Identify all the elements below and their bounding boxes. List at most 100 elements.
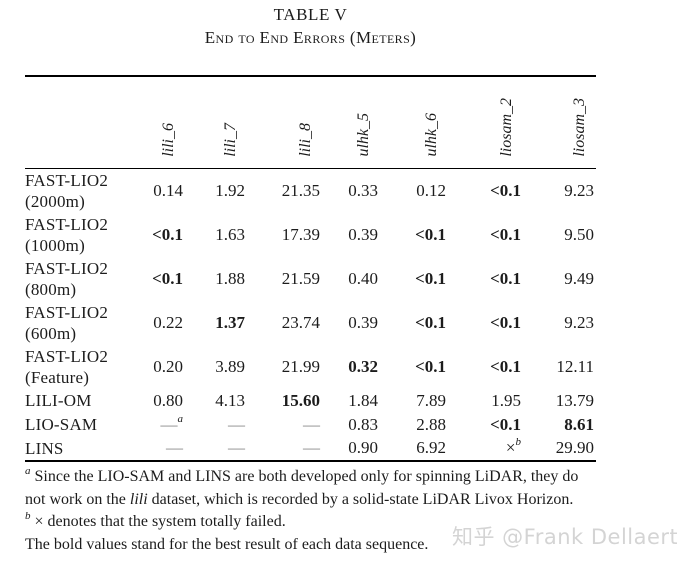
table-row: FAST-LIO2 (600m) 0.22 1.37 23.74 0.39 <0.1 <0.1… <box>25 301 596 345</box>
cell-value: — <box>166 438 183 457</box>
cell-value: 3.89 <box>215 356 245 376</box>
table-cell: 0.33 <box>322 169 380 213</box>
footnote-marker: b <box>25 509 31 522</box>
cell-value: — <box>228 438 245 457</box>
table-cell: 0.32 <box>322 345 380 389</box>
row-label-line: LIO-SAM <box>25 415 98 434</box>
footnote: The bold values stand for the best resul… <box>25 534 665 557</box>
column-header-label: ulhk_5 <box>355 113 372 157</box>
footnote-text: lili <box>129 490 148 508</box>
row-label-line: FAST-LIO2 <box>25 302 109 322</box>
table-row: FAST-LIO2 (2000m) 0.14 1.92 21.35 0.33 0.12 <0.… <box>25 169 596 213</box>
cell-value: 0.40 <box>348 268 378 288</box>
cell-value: 8.61 <box>564 414 594 434</box>
errors-table: lili_6 lili_7 lili_8 ulhk_5 ulhk_6 liosam_2 li… <box>25 75 596 462</box>
cell-value: 29.90 <box>555 438 594 457</box>
table-cell: 13.79 <box>523 389 596 413</box>
table-cell: — <box>185 413 247 437</box>
cell-value: <0.1 <box>490 414 521 434</box>
table-row: FAST-LIO2 (1000m) <0.1 1.63 17.39 0.39 <0.1 <0.… <box>25 213 596 257</box>
footnotes: a Since the LIO-SAM and LINS are both de… <box>25 464 665 557</box>
table-cell: 21.35 <box>247 169 322 213</box>
table-cell: <0.1 <box>448 413 523 437</box>
cell-value: 15.60 <box>281 390 320 410</box>
cell-value: 0.39 <box>348 312 378 332</box>
table-row: LIO-SAM —a — —0.83 2.88 <0.1 8.61 <box>25 413 596 437</box>
cell-value: <0.1 <box>415 312 446 332</box>
column-header: liosam_3 <box>523 76 596 169</box>
column-header-label: lili_7 <box>222 123 239 157</box>
column-header: liosam_2 <box>448 76 523 169</box>
cell-value: 0.32 <box>348 356 378 376</box>
watermark: 知乎 @Frank Dellaert <box>452 525 677 549</box>
cell-value: 1.95 <box>491 390 521 410</box>
footnote-text: Since the LIO-SAM and LINS are both deve… <box>34 468 579 485</box>
cell-value: 0.33 <box>348 180 378 200</box>
row-label-line: LINS <box>25 438 64 458</box>
table-cell: <0.1 <box>448 301 523 345</box>
cell-value: 1.88 <box>215 268 245 288</box>
table-cell: — <box>143 437 185 461</box>
table-cell: 1.95 <box>448 389 523 413</box>
row-label: LIO-SAM <box>25 413 143 437</box>
cell-value: <0.1 <box>490 268 521 288</box>
table-cell: <0.1 <box>448 257 523 301</box>
cell-value: — <box>303 438 320 457</box>
footnote: a Since the LIO-SAM and LINS are both de… <box>25 464 665 511</box>
column-header: lili_8 <box>247 76 322 169</box>
cell-value: — <box>160 414 178 434</box>
table-cell: — <box>247 437 322 461</box>
cell-value: 1.37 <box>215 312 245 332</box>
row-label: FAST-LIO2 (1000m) <box>25 213 143 257</box>
table-cell: <0.1 <box>380 345 448 389</box>
cell-value: 0.90 <box>348 438 378 457</box>
table-cell: <0.1 <box>448 169 523 213</box>
column-header: lili_6 <box>143 76 185 169</box>
header-row: lili_6 lili_7 lili_8 ulhk_5 ulhk_6 liosam_2 li… <box>25 76 596 169</box>
table-cell: 9.23 <box>523 169 596 213</box>
footnote-marker: a <box>25 464 31 477</box>
cell-value: 2.88 <box>416 414 446 434</box>
column-header-label: ulhk_6 <box>423 113 440 157</box>
table-row: LILI-OM 0.80 4.13 15.60 1.84 7.89 1.95 13.79 <box>25 389 596 413</box>
row-label: FAST-LIO2 (600m) <box>25 301 143 345</box>
table-cell: 3.89 <box>185 345 247 389</box>
table-cell: — <box>247 413 322 437</box>
cell-value: <0.1 <box>415 268 446 288</box>
column-header: lili_7 <box>185 76 247 169</box>
cell-value: 9.50 <box>564 224 594 244</box>
footnote-marker: a <box>177 412 184 425</box>
row-label: LINS <box>25 437 143 461</box>
table-cell: 0.22 <box>143 301 185 345</box>
table-cell: 15.60 <box>247 389 322 413</box>
cell-value: <0.1 <box>152 268 183 288</box>
cell-value: 9.23 <box>564 180 594 200</box>
table-cell: 29.90 <box>523 437 596 461</box>
column-header-label: liosam_3 <box>571 98 588 157</box>
row-label-line: (600m) <box>25 323 77 343</box>
column-header-label: lili_8 <box>297 123 314 157</box>
table-cell: 1.92 <box>185 169 247 213</box>
table-cell: 0.12 <box>380 169 448 213</box>
table-caption: TABLE V End to End Errors (Meters) <box>25 5 596 48</box>
table-title: End to End Errors (Meters) <box>204 28 417 47</box>
table-cell: 23.74 <box>247 301 322 345</box>
cell-value: 7.89 <box>416 390 446 410</box>
table-cell: 21.59 <box>247 257 322 301</box>
row-label-line: FAST-LIO2 <box>25 170 109 190</box>
row-label: LILI-OM <box>25 389 143 413</box>
footnote-text: not work on the <box>25 490 130 508</box>
cell-value: 23.74 <box>281 312 320 332</box>
table-cell: 9.49 <box>523 257 596 301</box>
cell-value: <0.1 <box>152 224 183 244</box>
cell-value: <0.1 <box>415 224 446 244</box>
cell-value: — <box>228 414 245 434</box>
row-label-line: (Feature) <box>25 367 90 387</box>
row-label: FAST-LIO2 (2000m) <box>25 169 143 213</box>
footnote-marker: b <box>515 436 522 449</box>
table-cell: 4.13 <box>185 389 247 413</box>
cell-value: 0.83 <box>348 414 378 434</box>
footnote-text: dataset, which is recorded by a solid-st… <box>147 490 574 508</box>
column-header: ulhk_5 <box>322 76 380 169</box>
